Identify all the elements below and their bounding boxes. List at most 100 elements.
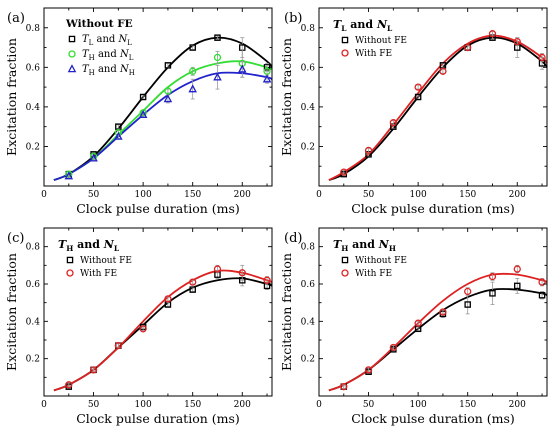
fit-curve-b-0 <box>328 36 548 181</box>
x-tick-label: 150 <box>459 400 476 410</box>
legend-marker <box>67 64 77 73</box>
plot-frame <box>318 7 548 187</box>
legend-marker <box>341 49 349 57</box>
data-point-a-1 <box>189 67 197 75</box>
panel-title: TH and NH <box>333 238 396 253</box>
y-tick-label: 0.6 <box>301 280 316 290</box>
x-tick-label: 0 <box>316 190 322 200</box>
legend-label: Without FE <box>355 36 407 46</box>
data-point-a-0 <box>189 44 196 51</box>
y-axis-label: Excitation fraction <box>279 253 294 371</box>
data-point-b-1 <box>513 37 521 46</box>
y-axis-label: Excitation fraction <box>4 253 19 371</box>
legend-label: TL and NL <box>82 34 132 47</box>
data-point-d-1 <box>513 265 521 273</box>
data-point-d-1 <box>464 287 472 296</box>
legend-label: With FE <box>355 269 392 279</box>
panel-label: (a) <box>7 11 25 26</box>
data-point-c-0 <box>189 286 196 293</box>
data-point-b-1 <box>488 30 497 38</box>
title-subscript: H <box>341 244 348 253</box>
data-point-d-0 <box>464 301 471 308</box>
data-point-d-1 <box>389 343 397 352</box>
x-tick-label: 50 <box>88 400 100 410</box>
data-point-a-2 <box>114 131 123 140</box>
panel-title: TH and NL <box>58 238 120 253</box>
y-tick-label: 0.6 <box>301 63 316 73</box>
panel-label: (d) <box>284 231 302 246</box>
data-point-d-1 <box>439 308 447 316</box>
data-point-d-1 <box>364 366 373 374</box>
legend: Without FE With FE <box>66 256 132 279</box>
panel-title: TL and NL <box>333 18 393 33</box>
data-point-a-2 <box>188 84 197 93</box>
plot-frame <box>318 227 548 397</box>
title-symbol: N <box>103 238 115 251</box>
legend-symbol: T <box>82 34 90 45</box>
y-tick-label: 0.4 <box>26 317 41 327</box>
data-point-b-1 <box>389 119 397 127</box>
y-tick-label: 0.2 <box>301 355 315 365</box>
x-tick-label: 50 <box>363 190 375 200</box>
legend-symbol: N <box>118 34 129 45</box>
data-point-d-1 <box>538 278 546 286</box>
data-point-b-1 <box>439 67 447 75</box>
x-tick-label: 200 <box>234 400 251 410</box>
fit-curve-a-2 <box>53 71 273 181</box>
legend-marker <box>68 35 76 43</box>
x-axis-label: Clock pulse duration (ms) <box>351 201 515 216</box>
legend-symbol: T <box>82 64 90 75</box>
legend-label: Without FE <box>355 256 407 266</box>
data-point-a-0 <box>139 93 147 101</box>
y-tick-label: 0.8 <box>26 24 41 34</box>
data-point-c-1 <box>114 341 122 350</box>
data-point-a-1 <box>164 87 172 95</box>
legend-label: TH and NL <box>82 49 134 62</box>
data-point-c-1 <box>189 278 197 286</box>
x-tick-label: 50 <box>363 400 375 410</box>
y-tick-label: 0.2 <box>301 142 315 152</box>
title-symbol: N <box>376 18 388 31</box>
y-tick-label: 0.4 <box>301 103 316 113</box>
y-tick-label: 0.2 <box>26 142 40 152</box>
legend-subscript: H <box>129 69 135 77</box>
data-point-b-1 <box>414 83 422 91</box>
legend-label: With FE <box>80 269 117 279</box>
data-point-a-1 <box>263 67 271 75</box>
data-point-b-1 <box>464 43 472 52</box>
data-point-a-2 <box>64 171 74 180</box>
data-point-b-1 <box>538 53 546 62</box>
data-point-d-1 <box>414 319 422 327</box>
x-tick-label: 150 <box>184 190 201 200</box>
data-point-a-1 <box>213 53 222 62</box>
title-symbol: T <box>333 18 342 31</box>
panel-label: (b) <box>284 11 302 26</box>
legend-label: With FE <box>355 49 392 59</box>
legend: Without FE With FE <box>341 256 407 279</box>
fit-curve-d-1 <box>328 272 548 392</box>
legend-connector: and <box>93 34 118 45</box>
legend-subscript: L <box>129 54 134 62</box>
y-tick-label: 0.2 <box>26 355 40 365</box>
data-point-c-1 <box>238 269 246 277</box>
panel-label: (c) <box>7 231 24 246</box>
data-point-d-1 <box>488 272 497 281</box>
title-subscript: L <box>387 24 393 33</box>
title-subscript: L <box>114 244 120 253</box>
legend-marker <box>66 256 74 264</box>
x-tick-label: 100 <box>135 400 152 410</box>
data-point-a-2 <box>89 153 98 162</box>
legend-marker <box>68 50 76 58</box>
x-axis-label: Clock pulse duration (ms) <box>76 201 240 216</box>
data-point-b-1 <box>340 168 348 176</box>
data-point-a-2 <box>262 74 272 83</box>
data-point-c-1 <box>213 265 222 273</box>
title-subscript: H <box>389 244 396 253</box>
x-tick-label: 200 <box>509 190 526 200</box>
panel-b: 0 50 100 150 200 0.2 0.4 0.6 0.8 Clock pulse dura… <box>279 7 548 216</box>
x-tick-label: 200 <box>234 190 251 200</box>
legend-symbol: T <box>82 49 90 60</box>
data-point-a-0 <box>214 34 221 41</box>
x-tick-label: 0 <box>41 400 47 410</box>
panel-c: 0 50 100 150 200 0.2 0.4 0.6 0.8 Clock pulse dura… <box>4 227 273 426</box>
